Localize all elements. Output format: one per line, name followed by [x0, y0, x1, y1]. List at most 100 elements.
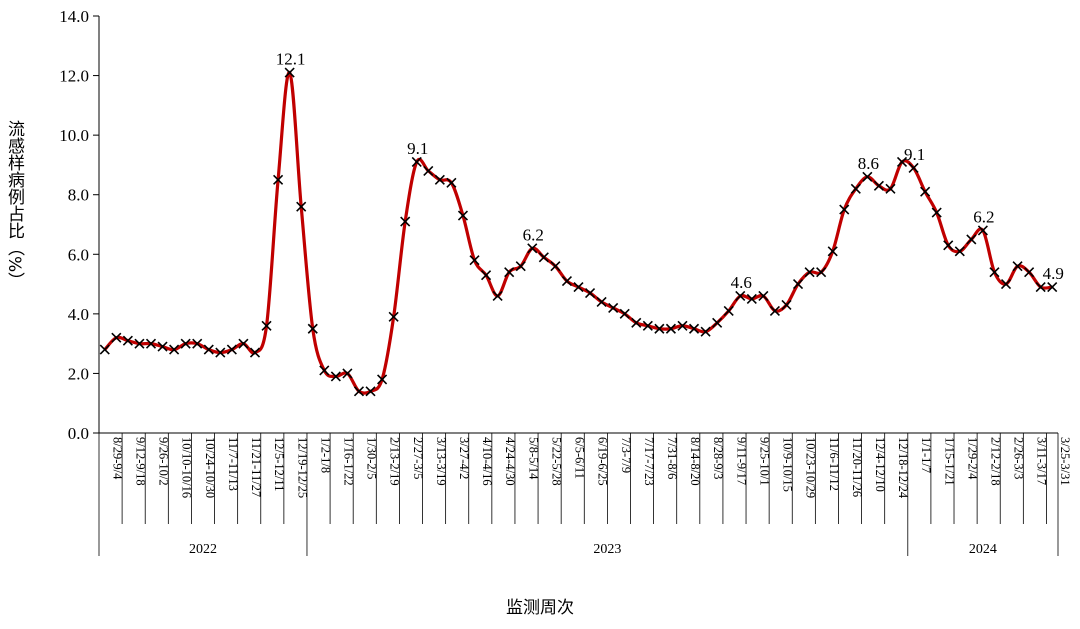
- year-label: 2022: [189, 542, 217, 557]
- x-tick-label: 7/3-7/9: [619, 437, 633, 473]
- data-label: 9.1: [904, 145, 925, 164]
- y-axis: 0.0 2.0 4.0 6.0 8.0 10.0 12.0 14.0: [59, 7, 100, 443]
- data-point: [492, 290, 503, 302]
- data-point: [896, 156, 908, 168]
- data-point: [573, 281, 584, 293]
- data-point: [122, 335, 133, 346]
- x-tick-label: 7/17-7/23: [642, 437, 656, 486]
- x-tick-label: 6/5-6/11: [573, 437, 587, 479]
- x-tick-label: 10/9-10/15: [781, 437, 795, 492]
- x-tick-label: 1/30-2/5: [365, 437, 379, 479]
- data-point: [538, 252, 549, 263]
- x-tick-label: 1/29-2/4: [965, 437, 979, 480]
- x-tick-label: 11/21-11/27: [249, 437, 263, 497]
- data-point: [377, 374, 388, 385]
- x-tick-label: 2/12-2/18: [989, 437, 1003, 486]
- y-tick-label: 2.0: [68, 364, 89, 383]
- data-point: [792, 279, 804, 290]
- data-point: [180, 338, 191, 349]
- data-point: [261, 320, 272, 331]
- data-point: [723, 305, 734, 316]
- data-point: [330, 371, 341, 382]
- data-point: [319, 365, 330, 376]
- year-label: 2023: [593, 542, 621, 557]
- x-tick-label: 1/15-1/21: [942, 437, 956, 486]
- x-tick-label: 12/18-12/24: [896, 437, 910, 499]
- data-point: [943, 240, 954, 251]
- data-label: 6.2: [973, 207, 994, 226]
- data-annotations: 12.1 9.1 6.2 4.6 8.6 9.1 6.2 4.9: [276, 50, 1064, 292]
- data-point: [515, 261, 526, 272]
- x-tick-label: 10/24-10/30: [203, 437, 217, 498]
- data-point: [769, 305, 780, 316]
- x-tick-label: 2/26-3/3: [1012, 437, 1026, 479]
- x-tick-label: 9/25-10/1: [757, 437, 771, 486]
- data-point: [504, 267, 515, 278]
- year-groups: 2022 2023 2024: [98, 524, 1059, 557]
- y-tick-label: 4.0: [68, 305, 89, 324]
- x-tick-label: 11/20-11/26: [850, 437, 864, 497]
- data-point: [931, 207, 942, 218]
- y-tick-label: 12.0: [59, 67, 89, 86]
- data-point: [342, 368, 353, 379]
- data-point: [446, 177, 457, 188]
- data-point: [388, 311, 399, 322]
- x-tick-label: 4/24-4/30: [503, 437, 517, 486]
- data-point: [746, 293, 757, 305]
- data-point: [804, 267, 815, 278]
- data-point: [608, 302, 619, 313]
- x-tick-label: 3/11-3/17: [1035, 437, 1049, 485]
- x-tick-label: 3/13-3/19: [434, 437, 448, 486]
- data-point: [781, 299, 792, 310]
- data-point: [1000, 279, 1012, 290]
- data-point: [469, 255, 480, 266]
- data-point: [561, 276, 573, 287]
- data-point: [434, 174, 445, 185]
- y-tick-label: 8.0: [68, 186, 89, 205]
- data-point: [735, 290, 746, 302]
- data-point: [169, 344, 180, 355]
- data-point: [619, 308, 630, 319]
- data-label: 6.2: [523, 225, 544, 244]
- data-point: [954, 246, 965, 257]
- data-point: [920, 186, 931, 197]
- x-tick-label: 5/8-5/14: [526, 437, 540, 480]
- x-tick-label: 6/19-6/25: [596, 437, 610, 486]
- x-tick-label: 12/5-12/11: [272, 437, 286, 491]
- data-point: [192, 338, 203, 349]
- x-tick-label: 8/14-8/20: [688, 437, 702, 486]
- x-axis-title: 监测周次: [506, 598, 574, 618]
- data-point: [1047, 281, 1058, 293]
- x-tick-label: 3/25-3/31: [1058, 437, 1072, 486]
- data-point: [238, 338, 249, 349]
- data-point: [423, 165, 434, 176]
- x-tick-label: 5/22-5/28: [549, 437, 563, 486]
- data-point: [584, 287, 596, 299]
- data-point: [249, 347, 261, 358]
- data-point: [400, 216, 411, 227]
- data-point: [284, 67, 295, 78]
- x-tick-label: 9/26-10/2: [157, 437, 171, 486]
- data-point: [481, 270, 492, 281]
- data-point: [365, 386, 376, 397]
- data-point: [1035, 281, 1046, 293]
- data-point: [296, 201, 307, 212]
- x-tick-label: 10/23-10/29: [804, 437, 818, 498]
- x-tick-label: 10/10-10/16: [180, 437, 194, 498]
- x-tick-label: 2/27-3/5: [411, 437, 425, 479]
- series-line: [103, 70, 1053, 395]
- data-point: [203, 344, 214, 355]
- data-point: [873, 180, 884, 191]
- data-label: 8.6: [858, 154, 879, 173]
- data-point: [596, 296, 607, 308]
- x-tick-label: 9/11-9/17: [734, 437, 748, 485]
- data-point: [273, 174, 284, 185]
- x-tick-label: 8/29-9/4: [110, 437, 124, 480]
- data-point: [989, 267, 1000, 278]
- data-point: [1012, 261, 1023, 272]
- x-tick-label: 7/31-8/6: [665, 437, 679, 479]
- data-point: [550, 261, 561, 272]
- x-tick-label: 4/10-4/16: [480, 437, 494, 486]
- y-tick-label: 14.0: [59, 7, 89, 26]
